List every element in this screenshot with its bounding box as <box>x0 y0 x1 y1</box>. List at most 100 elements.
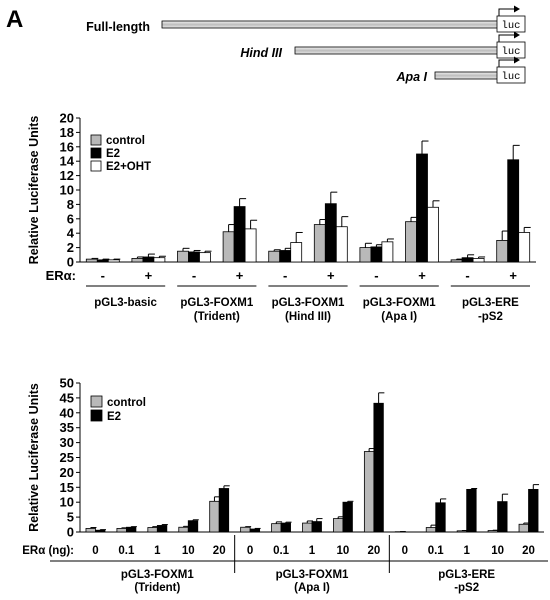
y-tick-label: 0 <box>67 255 74 270</box>
group-sublabel: (Trident) <box>194 311 240 323</box>
y-tick-label: 6 <box>67 211 74 226</box>
tss-arrowhead-apa-i <box>514 56 520 64</box>
group-label: pGL3-ERE <box>438 569 495 581</box>
bar <box>126 526 137 533</box>
group-sublabel: (Apa I) <box>294 582 330 594</box>
group-label: pGL3-FOXM1 <box>272 297 345 309</box>
condition-row-label: ERα: <box>46 268 76 283</box>
construct-full-length-label: Full-length <box>86 20 150 34</box>
bar <box>370 246 383 263</box>
condition-value: 10 <box>491 545 504 557</box>
condition-value: - <box>465 268 469 283</box>
condition-row-label: ERα (ng): <box>22 545 74 557</box>
condition-value: 0.1 <box>118 545 135 557</box>
bar <box>405 221 417 263</box>
bar <box>177 250 189 263</box>
bar <box>324 203 337 263</box>
y-tick-label: 20 <box>60 111 74 126</box>
y-axis-label: Relative Luciferase Units <box>27 383 41 532</box>
y-tick-label: 4 <box>67 226 75 241</box>
bar <box>85 528 96 533</box>
condition-value: + <box>327 268 335 283</box>
y-tick-label: 12 <box>60 168 74 183</box>
bar <box>240 526 251 533</box>
luc-label-hind-iii: luc <box>502 46 521 58</box>
legend-swatch <box>90 409 103 422</box>
construct-diagram: Full-length luc Hind III luc Apa I luc <box>86 5 526 84</box>
condition-value: + <box>509 268 517 283</box>
y-tick-label: 30 <box>60 435 74 450</box>
bar <box>268 250 281 263</box>
y-tick-label: 35 <box>60 420 74 435</box>
bar <box>333 518 344 533</box>
bar <box>496 239 509 263</box>
group-label: pGL3-FOXM1 <box>363 297 436 309</box>
bar <box>416 153 428 263</box>
construct-hind-iii-label: Hind III <box>240 46 282 60</box>
bar <box>249 528 261 533</box>
group-label: pGL3-FOXM1 <box>276 569 349 581</box>
bar <box>156 525 168 533</box>
luc-label-full-length: luc <box>502 20 521 32</box>
bar <box>244 228 257 263</box>
bar <box>313 224 326 263</box>
legend-swatch <box>90 134 102 146</box>
condition-value: + <box>145 268 153 283</box>
panel-label: A <box>6 6 23 33</box>
bar <box>222 231 235 263</box>
y-tick-label: 40 <box>60 405 74 420</box>
group-sublabel: (Apa I) <box>381 311 417 323</box>
bar <box>279 250 292 263</box>
group-sublabel: (Hind III) <box>285 311 331 323</box>
luc-box-full-length <box>496 15 526 33</box>
bar <box>209 500 220 533</box>
bar <box>435 502 446 533</box>
group-label: pGL3-FOXM1 <box>180 297 253 309</box>
bar <box>518 232 531 263</box>
construct-apa-i: Apa I luc <box>395 56 526 84</box>
promoter-bar-hind-iii <box>294 46 499 55</box>
condition-value: 10 <box>182 545 195 557</box>
construct-hind-iii: Hind III luc <box>240 31 526 60</box>
bar <box>528 488 539 533</box>
bar <box>188 251 200 263</box>
condition-value: - <box>101 268 105 283</box>
y-tick-label: 10 <box>60 183 74 198</box>
bar <box>85 258 98 263</box>
legend-label: E2+OHT <box>106 161 151 173</box>
bar <box>381 241 394 263</box>
tss-arrowhead-full-length <box>514 5 520 13</box>
bar <box>425 527 437 533</box>
y-tick-label: 10 <box>60 495 74 510</box>
group-label: pGL3-ERE <box>462 297 519 309</box>
condition-value: - <box>374 268 378 283</box>
y-tick-label: 15 <box>60 480 74 495</box>
bar <box>335 226 348 263</box>
y-tick-label: 2 <box>67 240 74 255</box>
condition-value: + <box>418 268 426 283</box>
bar <box>280 522 291 533</box>
legend-swatch <box>90 147 102 159</box>
y-tick-label: 5 <box>67 510 74 525</box>
y-tick-label: 20 <box>60 465 74 480</box>
bar <box>290 242 303 263</box>
bar <box>107 259 120 263</box>
bar <box>96 259 109 263</box>
y-tick-label: 0 <box>67 525 74 540</box>
bar <box>507 159 520 263</box>
bar <box>187 520 199 533</box>
bar <box>147 527 158 533</box>
bar <box>178 526 189 533</box>
condition-value: - <box>192 268 196 283</box>
y-tick-label: 16 <box>60 139 74 154</box>
condition-value: 0 <box>247 545 253 557</box>
bar <box>363 451 375 533</box>
group-sublabel: (Trident) <box>134 582 180 594</box>
bar <box>116 528 127 533</box>
bar <box>311 521 322 533</box>
condition-value: 0.1 <box>273 545 290 557</box>
bar <box>342 501 353 533</box>
legend-swatch <box>90 160 102 172</box>
y-tick-label: 50 <box>60 376 74 391</box>
